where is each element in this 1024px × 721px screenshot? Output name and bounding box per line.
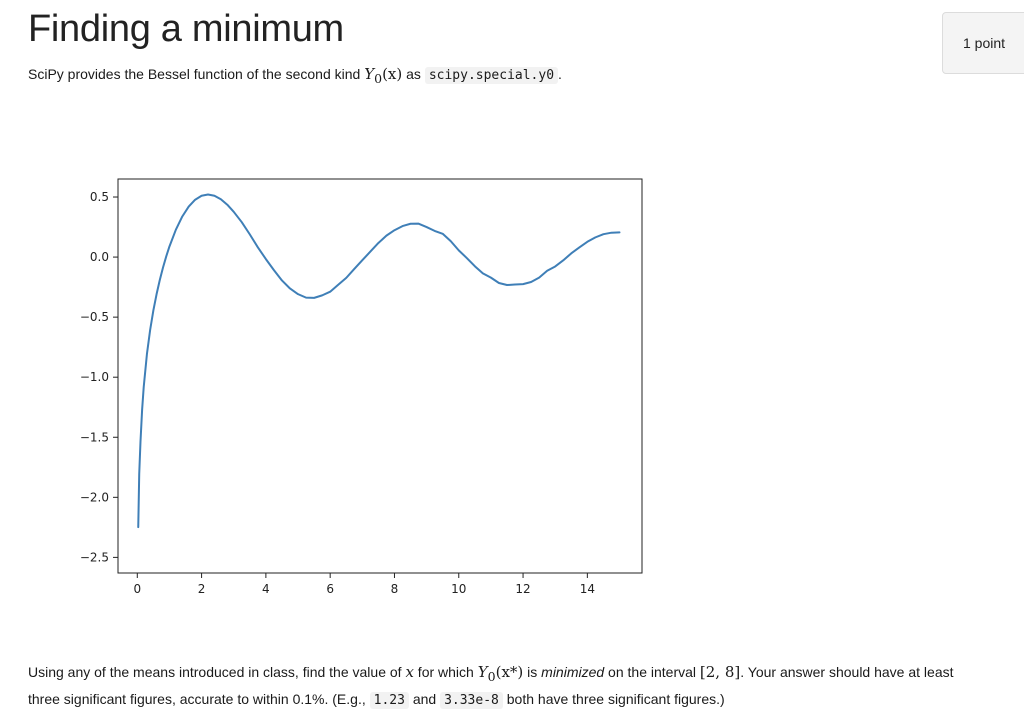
question-minimized-emphasis: minimized — [541, 664, 605, 680]
question-text-a: Using any of the means introduced in cla… — [28, 664, 406, 680]
page-title: Finding a minimum — [28, 8, 344, 50]
question-text-g: and — [408, 691, 441, 707]
scipy-function-code: scipy.special.y0 — [424, 67, 559, 84]
y-tick-label: 0.5 — [90, 190, 109, 204]
intro-text-mid: as — [402, 66, 425, 82]
question-bessel-math: Y0(x*) — [477, 663, 524, 684]
question-interval: [2, 8] — [699, 663, 741, 681]
plot-frame — [117, 178, 643, 574]
points-badge: 1 point — [942, 12, 1024, 74]
question-bessel-argument: (x*) — [495, 663, 524, 681]
question-text-h: both have three significant figures.) — [502, 691, 725, 707]
x-tick-label: 8 — [391, 582, 399, 596]
points-label: 1 point — [963, 35, 1006, 51]
x-tick-label: 6 — [326, 582, 334, 596]
bessel-symbol: Y — [364, 65, 375, 83]
question-bessel-subscript: 0 — [487, 669, 496, 684]
question-text: Using any of the means introduced in cla… — [28, 661, 1024, 712]
question-text-b: for which — [413, 664, 478, 680]
x-tick-label: 14 — [580, 582, 595, 596]
question-text-c: is — [523, 664, 542, 680]
intro-text-before: SciPy provides the Bessel function of th… — [28, 66, 365, 82]
x-tick-label: 10 — [451, 582, 466, 596]
question-line-1: Using any of the means introduced in cla… — [28, 661, 1024, 688]
y-tick-label: 0.0 — [90, 250, 109, 264]
y-tick-label: −2.5 — [80, 550, 109, 564]
intro-text-after: . — [558, 66, 562, 82]
question-x-symbol: x — [405, 663, 414, 681]
bessel-argument: (x) — [382, 65, 403, 83]
bessel-math: Y0(x) — [364, 65, 403, 86]
y-tick-label: −1.5 — [80, 430, 109, 444]
example-code-2: 3.33e-8 — [440, 692, 503, 709]
y-tick-label: −2.0 — [80, 490, 109, 504]
question-bessel-symbol: Y — [477, 663, 488, 681]
question-text-d: on the interval — [604, 664, 700, 680]
y-tick-label: −1.0 — [80, 370, 109, 384]
question-text-e: . Your answer should have at least — [740, 664, 954, 680]
series-line-0 — [137, 193, 621, 529]
x-tick-label: 4 — [262, 582, 270, 596]
intro-text: SciPy provides the Bessel function of th… — [28, 64, 562, 89]
x-tick-label: 12 — [515, 582, 530, 596]
y-tick-label: −0.5 — [80, 310, 109, 324]
x-tick-label: 2 — [198, 582, 206, 596]
question-text-f: three significant figures, accurate to w… — [28, 691, 370, 707]
bessel-subscript: 0 — [374, 71, 383, 86]
question-line-2: three significant figures, accurate to w… — [28, 688, 1024, 712]
x-tick-label: 0 — [133, 582, 141, 596]
question-x-var: x — [405, 663, 413, 681]
example-code-1: 1.23 — [369, 692, 409, 709]
